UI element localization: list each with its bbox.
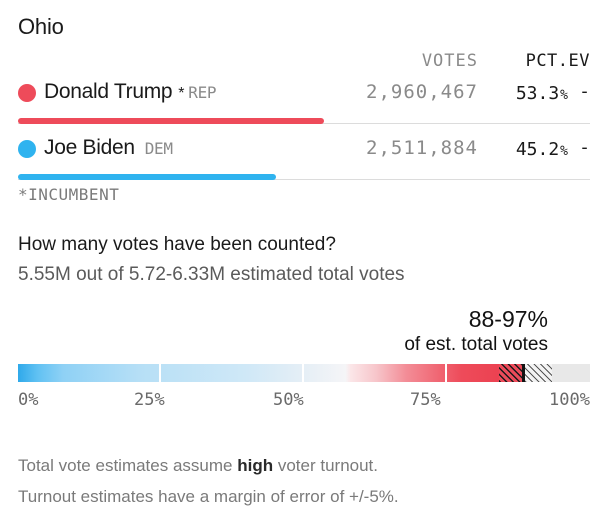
vote-share-bar [18, 118, 324, 124]
party-color-dot [18, 84, 36, 102]
votes-counted-heading: How many votes have been counted? [18, 234, 336, 255]
turnout-note-text: Total vote estimates assume [18, 456, 238, 475]
pct-ev-column-header: PCT.EV [525, 51, 590, 71]
counted-range-sublabel: of est. total votes [404, 334, 548, 355]
candidate-row-trump[interactable]: Donald Trump * REP 2,960,467 53.3% - [18, 80, 590, 124]
pct-value: 45.2 [515, 139, 560, 160]
turnout-level: high [237, 456, 274, 475]
vote-count: 2,960,467 [366, 81, 478, 103]
state-title: Ohio [18, 14, 64, 39]
candidate-name-group: Joe Biden DEM [44, 136, 173, 160]
margin-of-error-note: Turnout estimates have a margin of error… [18, 487, 399, 506]
incumbent-mark: * [178, 85, 185, 102]
party-label: DEM [144, 139, 173, 158]
progress-tick-50 [302, 364, 304, 382]
estimate-marker [522, 364, 525, 382]
estimate-range-hatch-low [499, 364, 522, 382]
remaining-votes [552, 364, 590, 382]
vote-percentage: 53.3% [516, 83, 568, 104]
electoral-votes: - [579, 137, 590, 158]
turnout-note: Total vote estimates assume high voter t… [18, 456, 378, 476]
candidate-name: Donald Trump [44, 80, 173, 103]
votes-column-header: VOTES [421, 51, 478, 71]
party-color-dot [18, 140, 36, 158]
pct-sign: % [560, 144, 568, 159]
party-label: REP [188, 83, 217, 102]
axis-label-25: 25% [134, 390, 165, 410]
vote-percentage: 45.2% [516, 139, 568, 160]
axis-label-100: 100% [549, 390, 590, 410]
estimate-range-hatch-high [525, 364, 552, 382]
axis-label-50: 50% [273, 390, 304, 410]
row-divider [18, 179, 590, 180]
electoral-votes: - [579, 81, 590, 102]
votes-counted-summary: 5.55M out of 5.72-6.33M estimated total … [18, 264, 405, 285]
vote-count: 2,511,884 [366, 137, 478, 159]
pct-sign: % [560, 88, 568, 103]
candidate-row-biden[interactable]: Joe Biden DEM 2,511,884 45.2% - [18, 136, 590, 180]
counted-range-label: 88-97% [468, 306, 548, 332]
progress-tick-75 [445, 364, 447, 382]
counted-gradient [18, 364, 522, 382]
votes-counted-progress-bar [18, 364, 590, 382]
vote-share-bar [18, 174, 276, 180]
progress-tick-25 [159, 364, 161, 382]
candidate-name: Joe Biden [44, 136, 135, 159]
axis-label-0: 0% [18, 390, 39, 410]
incumbent-note: *INCUMBENT [18, 185, 120, 204]
turnout-note-text-end: voter turnout. [273, 456, 378, 475]
candidate-name-group: Donald Trump * REP [44, 80, 217, 104]
pct-value: 53.3 [515, 83, 560, 104]
axis-label-75: 75% [410, 390, 441, 410]
